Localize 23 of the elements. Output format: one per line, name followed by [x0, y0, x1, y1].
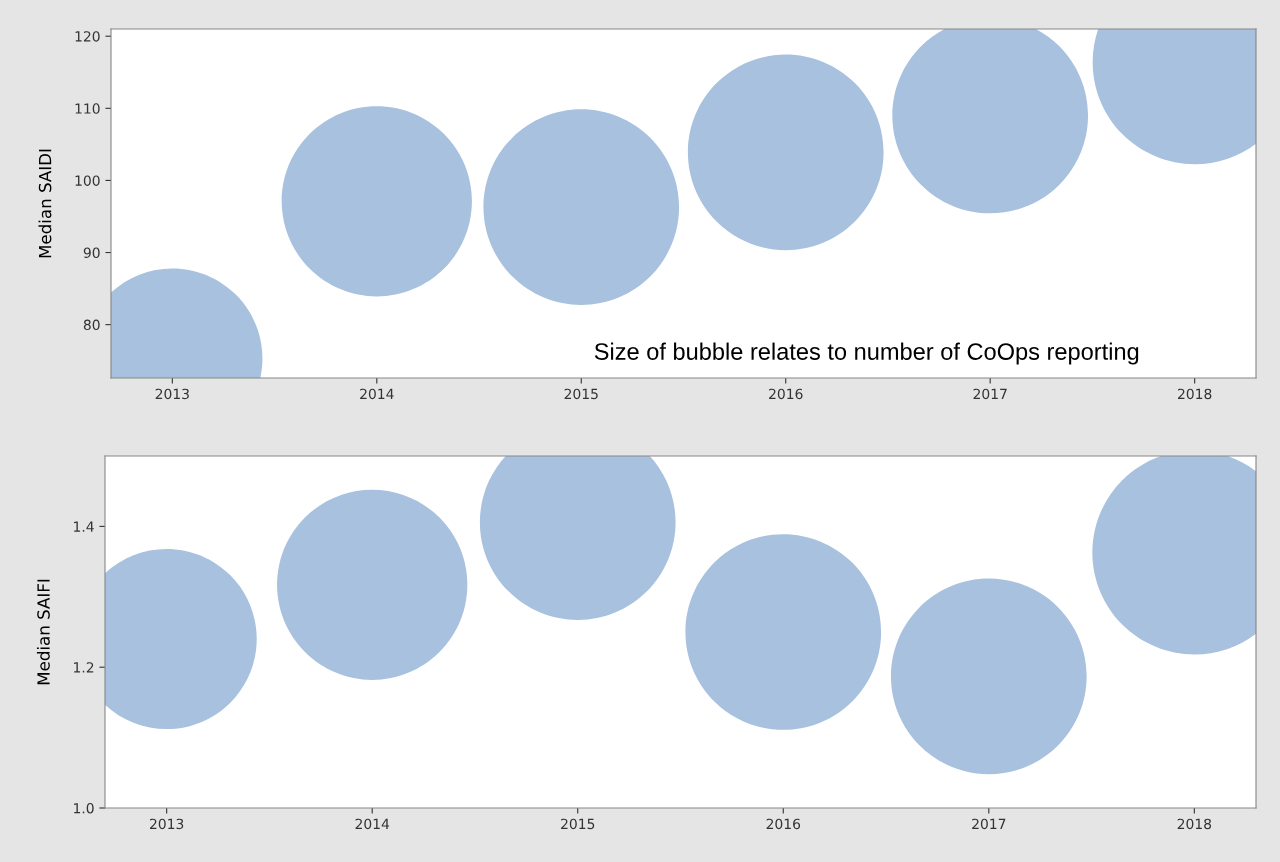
x-tick-label: 2015	[564, 388, 598, 400]
x-tick-label: 2018	[1177, 818, 1212, 830]
x-tick-label: 2018	[1178, 388, 1212, 400]
x-tick-label: 2016	[766, 818, 801, 830]
x-tick-label: 2013	[150, 818, 184, 830]
y-tick-label: 80	[83, 319, 100, 331]
x-tick-label: 2016	[769, 388, 803, 400]
x-tick-label: 2013	[155, 388, 189, 400]
y-tick-label: 120	[75, 31, 100, 42]
x-tick-label: 2014	[360, 388, 394, 400]
x-tick-label: 2014	[355, 818, 390, 830]
annotation: Size of bubble relates to number of CoOps reporting	[594, 342, 1139, 365]
y-tick-label: 1.0	[74, 802, 94, 814]
x-tick-label: 2015	[561, 818, 595, 830]
x-tick-label: 2017	[973, 388, 1007, 400]
y-tick-label: 1.2	[74, 662, 94, 673]
x-tick-label: 2017	[972, 818, 1006, 830]
y-tick-label: 110	[75, 103, 100, 114]
y-tick-label: 100	[75, 175, 100, 186]
y-axis-title: Median SAIFI	[36, 579, 50, 685]
y-axis-title: Median SAIDI	[38, 149, 52, 258]
y-tick-label: 90	[83, 247, 100, 259]
y-tick-label: 1.4	[74, 521, 94, 532]
